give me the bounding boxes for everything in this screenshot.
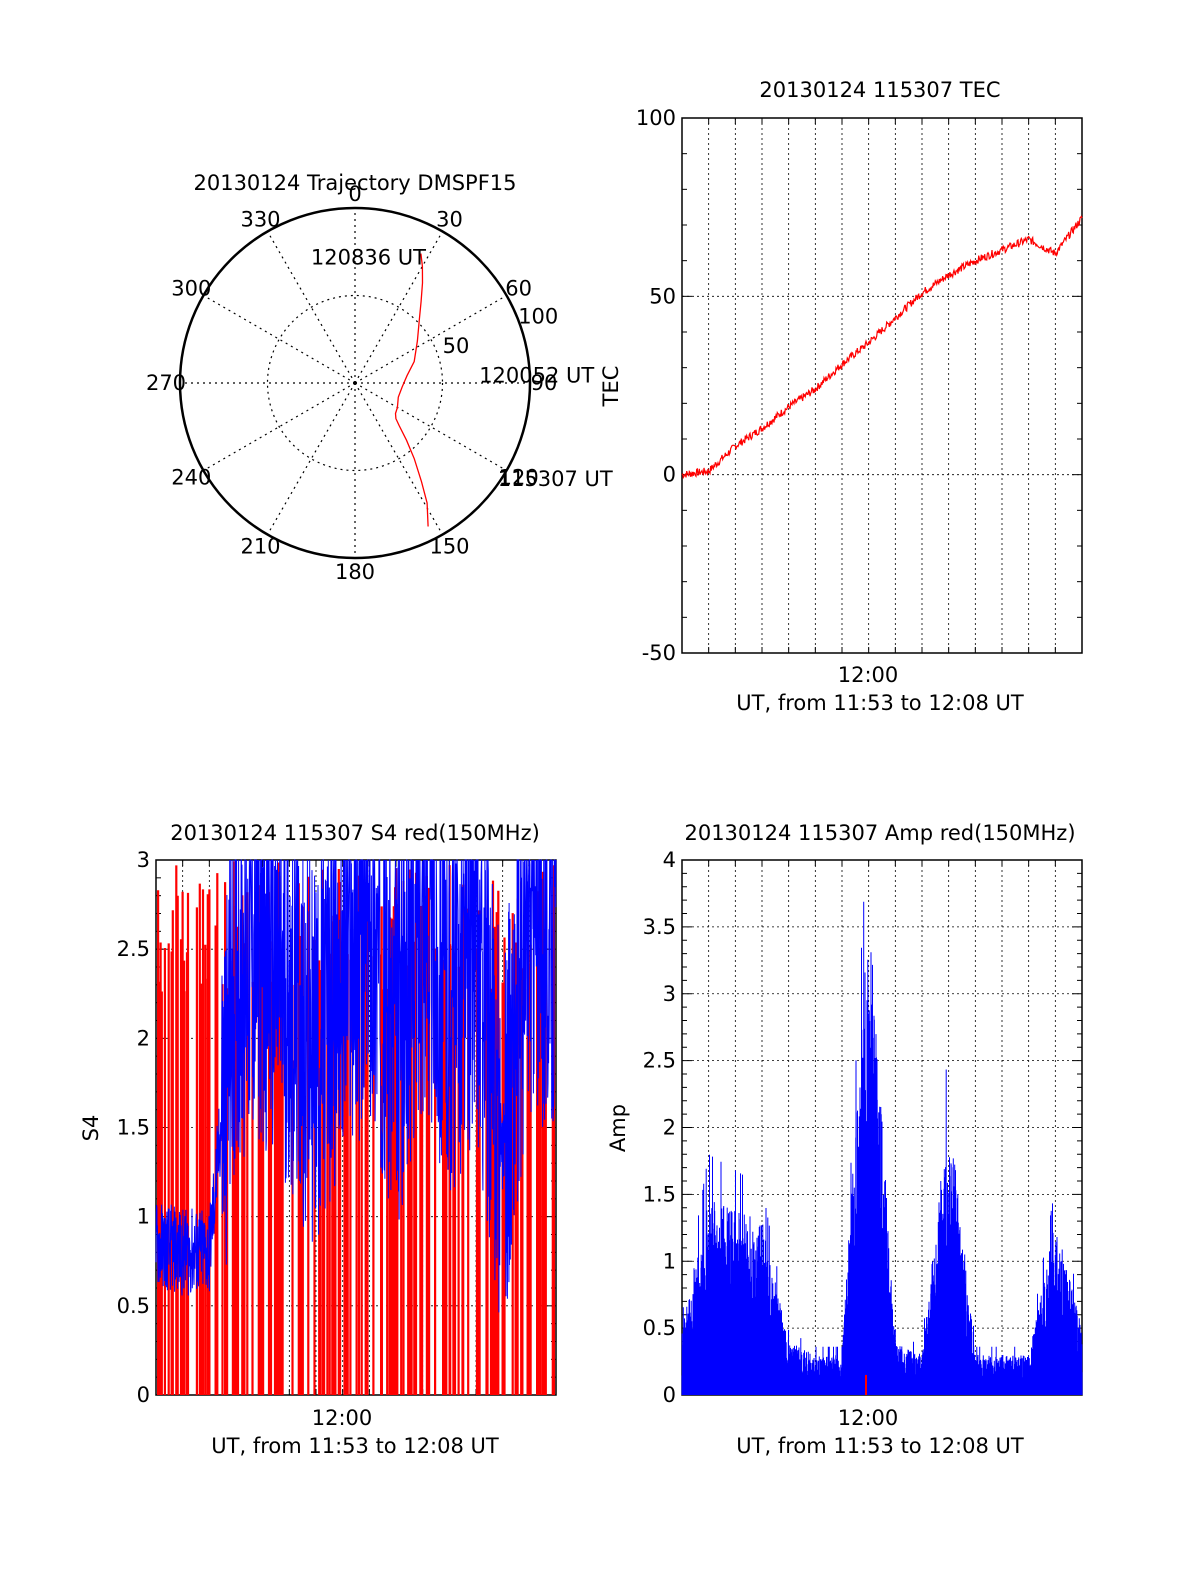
- polar-angle-label: 150: [429, 535, 469, 559]
- polar-radial-label: 100: [518, 304, 558, 328]
- y-tick-label: 100: [636, 106, 676, 130]
- polar-spoke: [266, 382, 356, 535]
- trajectory-line: [394, 253, 429, 527]
- y-tick-label: 3: [137, 848, 150, 872]
- y-tick-label: 0.5: [117, 1294, 150, 1318]
- trajectory-polar-plot: 20130124 Trajectory DMSPF15 0 30 60 90 120 15…: [146, 171, 613, 584]
- trajectory-label: 115307 UT: [498, 467, 613, 491]
- trajectory-annotations: 120836 UT 120052 UT 115307 UT: [311, 245, 613, 491]
- polar-radial-label: 50: [443, 334, 470, 358]
- polar-title: 20130124 Trajectory DMSPF15: [193, 171, 516, 195]
- tec-axes: [681, 117, 1083, 654]
- y-tick-label: 0: [137, 1383, 150, 1407]
- polar-spoke: [354, 231, 444, 384]
- polar-ring-50: [266, 294, 444, 472]
- trajectory-label: 120052 UT: [479, 363, 594, 387]
- y-tick-label: 50: [649, 284, 676, 308]
- tec-xlabel: UT, from 11:53 to 12:08 UT: [736, 691, 1024, 715]
- y-tick-label: 0: [663, 1383, 676, 1407]
- s4-blue-line: [155, 859, 557, 1313]
- polar-spoke: [354, 382, 507, 472]
- y-tick-label: 3: [663, 982, 676, 1006]
- y-tick-label: 2.5: [117, 937, 150, 961]
- y-tick-label: 1.5: [643, 1182, 676, 1206]
- s4-title: 20130124 115307 S4 red(150MHz): [170, 821, 540, 845]
- s4-xtick-label: 12:00: [312, 1406, 373, 1430]
- y-tick-label: 1: [663, 1249, 676, 1273]
- polar-angle-label: 330: [240, 207, 280, 231]
- amp-plot: 20130124 115307 Amp red(150MHz) Amp 12:0…: [606, 821, 1083, 1458]
- polar-angle-label: 270: [146, 371, 186, 395]
- s4-y-tick-labels: 0 0.5 1 1.5 2 2.5 3: [117, 848, 150, 1407]
- y-tick-label: 0: [663, 463, 676, 487]
- tec-title: 20130124 115307 TEC: [759, 78, 1000, 102]
- polar-radial-labels: 50 100: [443, 304, 559, 358]
- tec-y-tick-labels: -50 0 50 100: [636, 106, 676, 665]
- amp-title: 20130124 115307 Amp red(150MHz): [684, 821, 1075, 845]
- s4-xlabel: UT, from 11:53 to 12:08 UT: [211, 1434, 499, 1458]
- y-tick-label: -50: [642, 641, 676, 665]
- polar-angle-label: 180: [335, 560, 375, 584]
- s4-ylabel: S4: [79, 1115, 103, 1142]
- polar-angle-labels: 0 30 60 90 120 150 180 210 240 270 300 330: [146, 182, 557, 584]
- polar-angle-label: 210: [240, 535, 280, 559]
- tec-line: [681, 215, 1083, 480]
- polar-spoke: [266, 231, 356, 384]
- trajectory-label: 120836 UT: [311, 245, 426, 269]
- y-tick-label: 1: [137, 1205, 150, 1229]
- y-tick-label: 2.5: [643, 1049, 676, 1073]
- amp-xlabel: UT, from 11:53 to 12:08 UT: [736, 1434, 1024, 1458]
- polar-angle-label: 120: [499, 466, 539, 490]
- polar-spoke: [203, 294, 356, 384]
- amp-series: [681, 901, 1083, 1395]
- plot-frame: [681, 117, 1083, 654]
- s4-series: [155, 859, 557, 1395]
- polar-spoke: [203, 382, 356, 472]
- tec-xtick-label: 12:00: [838, 663, 899, 687]
- s4-plot: 20130124 115307 S4 red(150MHz) S4 12:00 …: [79, 821, 557, 1458]
- polar-angle-label: 60: [505, 277, 532, 301]
- amp-blue-trace: [681, 901, 1083, 1395]
- polar-angle-label: 300: [171, 277, 211, 301]
- y-tick-label: 1.5: [117, 1116, 150, 1140]
- polar-angle-label: 30: [436, 207, 463, 231]
- y-tick-label: 0.5: [643, 1316, 676, 1340]
- tec-plot: 20130124 115307 TEC TEC 12:00 UT, from 1…: [599, 78, 1083, 715]
- polar-angle-label: 240: [171, 466, 211, 490]
- y-tick-label: 2: [137, 1026, 150, 1050]
- polar-angle-label: 90: [531, 371, 558, 395]
- polar-spoke: [354, 294, 507, 384]
- amp-y-tick-labels: 0 0.5 1 1.5 2 2.5 3 3.5 4: [643, 848, 676, 1407]
- y-tick-label: 4: [663, 848, 676, 872]
- amp-ylabel: Amp: [606, 1104, 630, 1152]
- polar-angle-label: 0: [348, 182, 361, 206]
- tec-series: [681, 215, 1083, 480]
- y-tick-label: 3.5: [643, 915, 676, 939]
- trajectory-path: [394, 253, 429, 527]
- amp-xtick-label: 12:00: [838, 1406, 899, 1430]
- y-tick-label: 2: [663, 1116, 676, 1140]
- tec-ylabel: TEC: [599, 366, 623, 408]
